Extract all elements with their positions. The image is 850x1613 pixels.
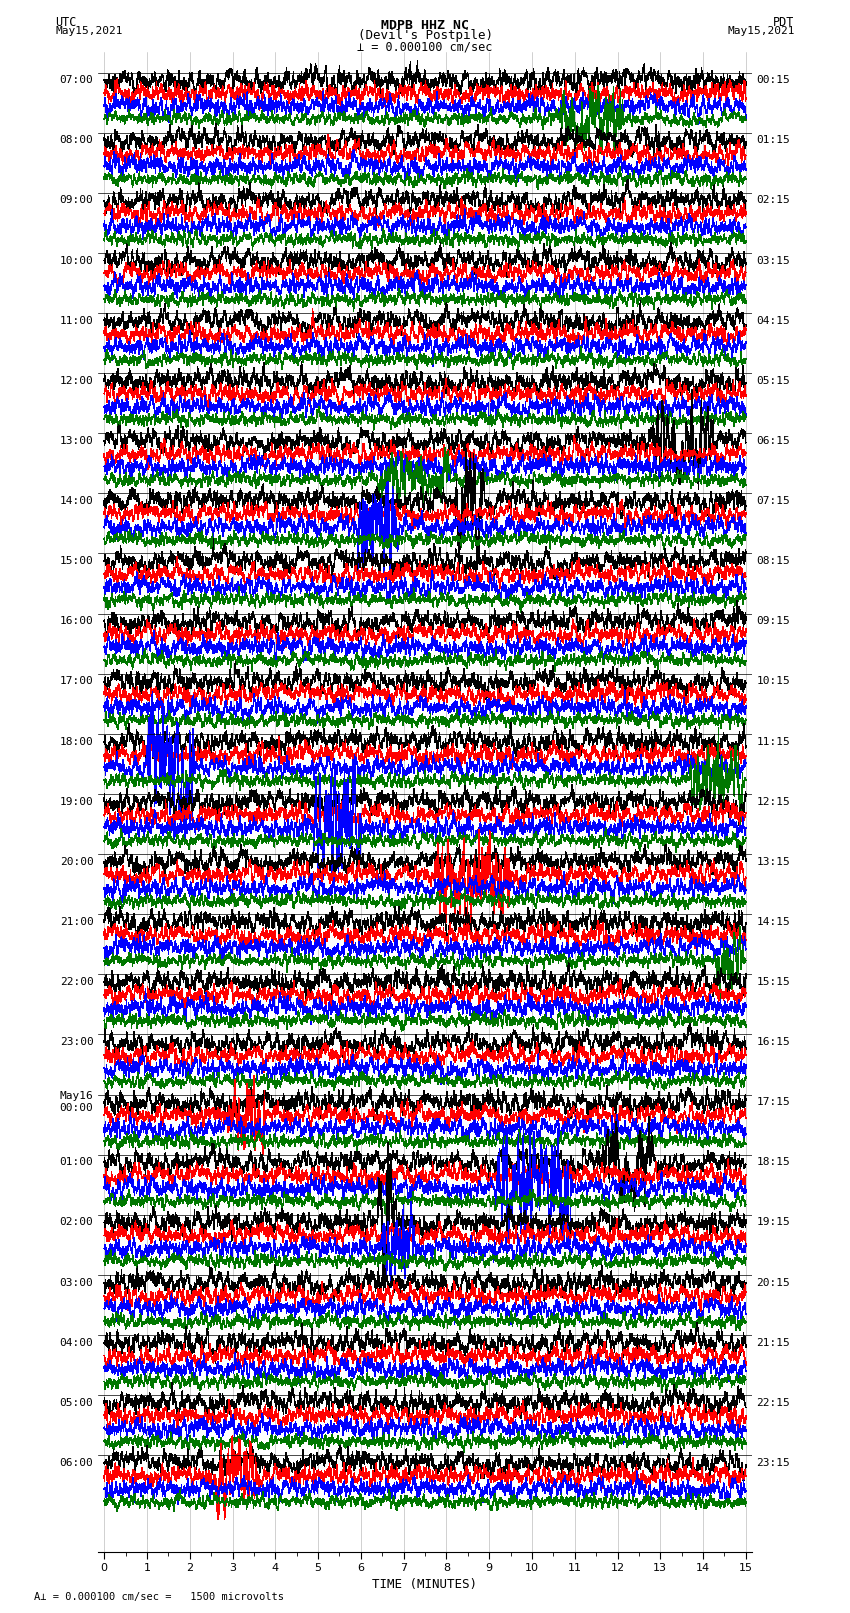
Text: 17:15: 17:15 (756, 1097, 790, 1107)
Text: UTC: UTC (55, 16, 76, 29)
Text: 19:15: 19:15 (756, 1218, 790, 1227)
Text: 10:15: 10:15 (756, 676, 790, 687)
Text: 22:15: 22:15 (756, 1398, 790, 1408)
Text: 20:15: 20:15 (756, 1277, 790, 1287)
Text: 16:15: 16:15 (756, 1037, 790, 1047)
Text: 02:00: 02:00 (60, 1218, 94, 1227)
Text: 19:00: 19:00 (60, 797, 94, 806)
Text: 00:15: 00:15 (756, 76, 790, 85)
Text: May16
00:00: May16 00:00 (60, 1092, 94, 1113)
Text: 16:00: 16:00 (60, 616, 94, 626)
Text: 13:00: 13:00 (60, 436, 94, 445)
Text: 20:00: 20:00 (60, 857, 94, 866)
Text: PDT: PDT (774, 16, 795, 29)
Text: 15:15: 15:15 (756, 977, 790, 987)
Text: 10:00: 10:00 (60, 255, 94, 266)
Text: A⊥ = 0.000100 cm/sec =   1500 microvolts: A⊥ = 0.000100 cm/sec = 1500 microvolts (34, 1592, 284, 1602)
Text: 09:15: 09:15 (756, 616, 790, 626)
Text: 05:15: 05:15 (756, 376, 790, 386)
Text: May15,2021: May15,2021 (728, 26, 795, 35)
X-axis label: TIME (MINUTES): TIME (MINUTES) (372, 1579, 478, 1592)
Text: 03:00: 03:00 (60, 1277, 94, 1287)
Text: 23:00: 23:00 (60, 1037, 94, 1047)
Text: 04:00: 04:00 (60, 1337, 94, 1348)
Text: 21:15: 21:15 (756, 1337, 790, 1348)
Text: 22:00: 22:00 (60, 977, 94, 987)
Text: 02:15: 02:15 (756, 195, 790, 205)
Text: 09:00: 09:00 (60, 195, 94, 205)
Text: MDPB HHZ NC: MDPB HHZ NC (381, 19, 469, 32)
Text: 08:15: 08:15 (756, 556, 790, 566)
Text: 11:00: 11:00 (60, 316, 94, 326)
Text: 03:15: 03:15 (756, 255, 790, 266)
Text: 11:15: 11:15 (756, 737, 790, 747)
Text: 15:00: 15:00 (60, 556, 94, 566)
Text: May15,2021: May15,2021 (55, 26, 122, 35)
Text: 05:00: 05:00 (60, 1398, 94, 1408)
Text: 01:15: 01:15 (756, 135, 790, 145)
Text: 12:15: 12:15 (756, 797, 790, 806)
Text: 07:15: 07:15 (756, 497, 790, 506)
Text: 23:15: 23:15 (756, 1458, 790, 1468)
Text: 08:00: 08:00 (60, 135, 94, 145)
Text: 14:00: 14:00 (60, 497, 94, 506)
Text: 21:00: 21:00 (60, 916, 94, 927)
Text: 06:00: 06:00 (60, 1458, 94, 1468)
Text: 07:00: 07:00 (60, 76, 94, 85)
Text: (Devil's Postpile): (Devil's Postpile) (358, 29, 492, 42)
Text: 06:15: 06:15 (756, 436, 790, 445)
Text: 12:00: 12:00 (60, 376, 94, 386)
Text: 14:15: 14:15 (756, 916, 790, 927)
Text: 04:15: 04:15 (756, 316, 790, 326)
Text: 17:00: 17:00 (60, 676, 94, 687)
Text: 18:00: 18:00 (60, 737, 94, 747)
Text: ⊥ = 0.000100 cm/sec: ⊥ = 0.000100 cm/sec (357, 40, 493, 53)
Text: 13:15: 13:15 (756, 857, 790, 866)
Text: 01:00: 01:00 (60, 1158, 94, 1168)
Text: 18:15: 18:15 (756, 1158, 790, 1168)
